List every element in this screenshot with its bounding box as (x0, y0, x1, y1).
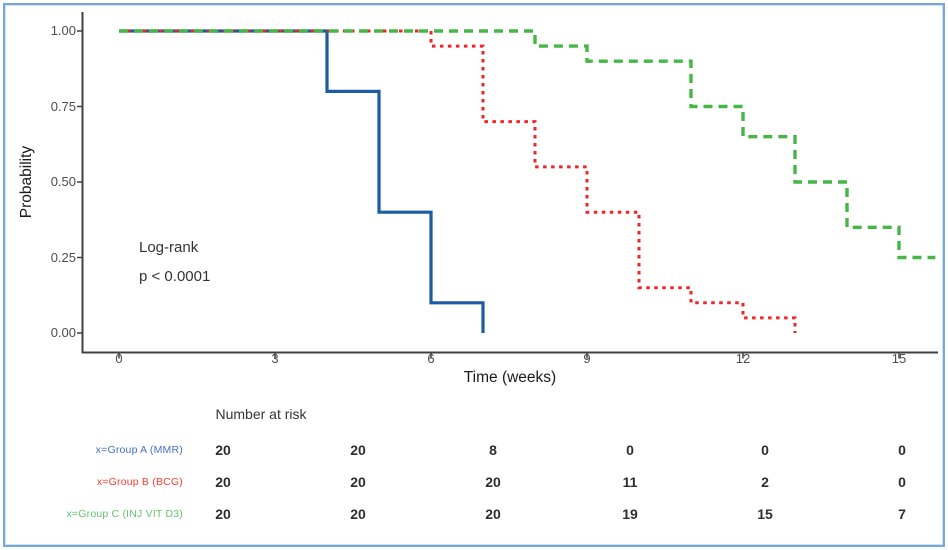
risk-value: 7 (898, 506, 906, 522)
y-tick-label: 0.75 (50, 98, 76, 114)
risk-value: 0 (898, 442, 906, 458)
x-tick-label: 9 (583, 351, 591, 366)
risk-value: 20 (350, 506, 366, 522)
risk-value: 2 (761, 474, 769, 490)
y-tick-label: 0.50 (50, 174, 76, 189)
risk-value: 0 (761, 442, 769, 458)
risk-value: 20 (215, 506, 231, 522)
risk-value: 20 (485, 474, 501, 490)
risk-table-title: Number at risk (215, 406, 307, 422)
risk-value: 0 (898, 474, 906, 490)
risk-value: 0 (626, 442, 634, 458)
x-tick-label: 12 (735, 351, 751, 366)
x-tick-label: 15 (891, 351, 907, 366)
logrank-annotation: Log-rank p < 0.0001 (139, 233, 210, 291)
risk-value: 19 (622, 506, 638, 522)
risk-value: 8 (489, 442, 497, 458)
risk-value: 20 (350, 474, 366, 490)
km-plot-canvas (77, 12, 938, 359)
y-tick-label: 1.00 (50, 23, 76, 38)
risk-value: 11 (622, 474, 638, 490)
y-tick-label: 0.25 (50, 249, 76, 265)
x-tick-label: 3 (271, 351, 279, 366)
risk-value: 20 (350, 442, 366, 458)
logrank-annotation-line1: Log-rank (139, 239, 199, 256)
x-tick-label: 6 (427, 351, 435, 366)
km-curve-group-b-bcg (119, 29, 797, 333)
km-curve-group-c-inj-vit-d3 (119, 29, 936, 260)
risk-value: 15 (757, 506, 773, 522)
x-tick-label: 0 (115, 351, 123, 366)
risk-value: 20 (215, 442, 231, 458)
risk-value: 20 (215, 474, 231, 490)
x-axis-title: Time (weeks) (463, 369, 557, 386)
risk-row-label: x=Group B (BCG) (96, 476, 183, 488)
logrank-annotation-line2: p < 0.0001 (139, 268, 211, 285)
km-curve-group-a-mmr (119, 29, 485, 333)
risk-value: 20 (485, 506, 501, 522)
risk-row-label: x=Group C (INJ VIT D3) (66, 508, 183, 520)
y-tick-label: 0.00 (50, 325, 76, 340)
risk-row-label: x=Group A (MMR) (95, 444, 183, 456)
